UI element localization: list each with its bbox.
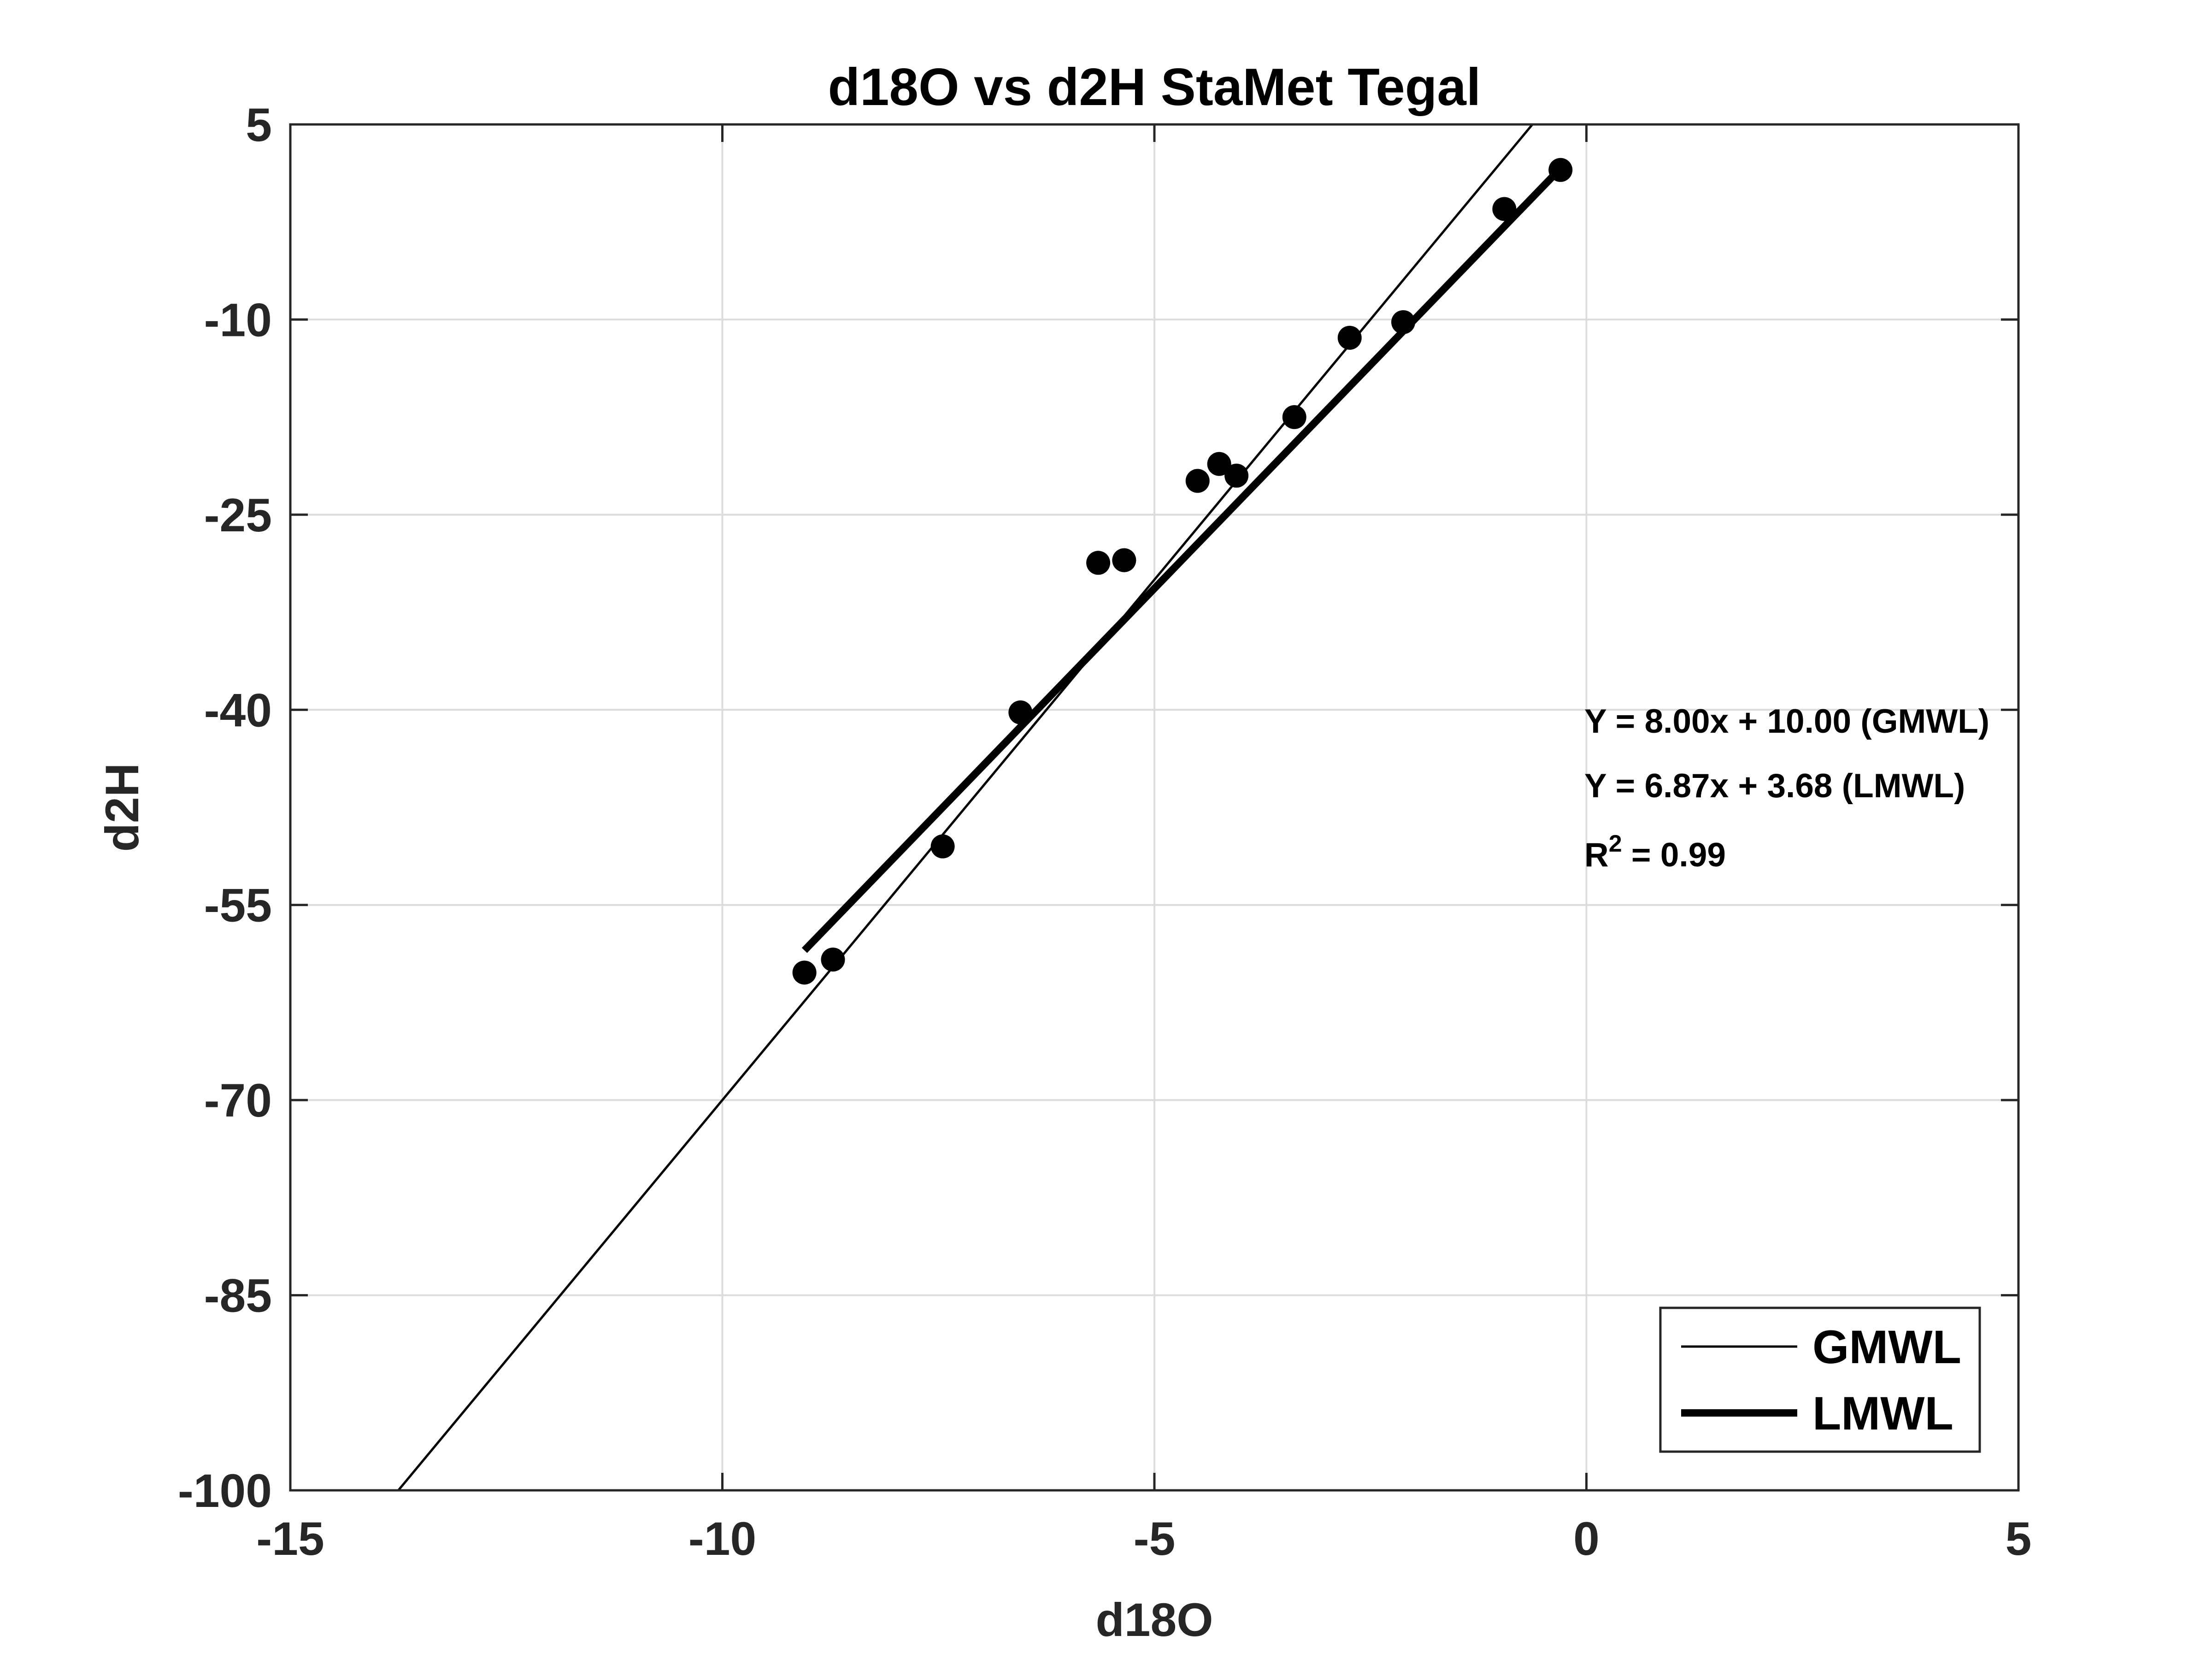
legend-lmwl-label: LMWL bbox=[1812, 1387, 1953, 1440]
annotation-gmwl-equation: Y = 8.00x + 10.00 (GMWL) bbox=[1584, 703, 1989, 740]
y-tick-label: -25 bbox=[204, 489, 272, 541]
x-axis-label: d18O bbox=[1095, 1594, 1213, 1646]
data-point bbox=[1282, 405, 1306, 429]
data-point bbox=[821, 947, 845, 972]
lmwl-line-layer bbox=[801, 165, 1564, 953]
r-squared-base: R bbox=[1584, 836, 1609, 874]
data-point bbox=[1224, 464, 1249, 488]
data-point bbox=[1112, 548, 1136, 572]
r-squared-value: = 0.99 bbox=[1622, 836, 1726, 874]
scatter-points bbox=[792, 158, 1573, 985]
y-tick-label: -100 bbox=[178, 1465, 272, 1517]
data-point bbox=[1337, 325, 1362, 350]
y-tick-label: -10 bbox=[204, 294, 272, 346]
data-point bbox=[1207, 452, 1231, 476]
y-tick-label: -85 bbox=[204, 1270, 272, 1322]
annotation-lmwl-equation: Y = 6.87x + 3.68 (LMWL) bbox=[1584, 767, 1965, 805]
data-point bbox=[1548, 158, 1573, 182]
x-tick-label: 5 bbox=[2006, 1512, 2032, 1565]
r-squared-superscript: 2 bbox=[1609, 830, 1622, 857]
legend-gmwl-label: GMWL bbox=[1812, 1321, 1961, 1373]
y-tick-label: -70 bbox=[204, 1074, 272, 1127]
data-point bbox=[1492, 197, 1517, 221]
data-point bbox=[1086, 551, 1111, 575]
y-tick-label: 5 bbox=[246, 99, 272, 151]
y-tick-label: -55 bbox=[204, 879, 272, 932]
y-axis-label: d2H bbox=[96, 763, 148, 852]
x-tick-label: -5 bbox=[1134, 1512, 1176, 1565]
x-tick-label: -10 bbox=[688, 1512, 756, 1565]
data-point bbox=[1008, 700, 1033, 724]
y-tick-label: -40 bbox=[204, 684, 272, 736]
legend: GMWL LMWL bbox=[1659, 1306, 1981, 1453]
gmwl-line-layer bbox=[397, 124, 1534, 1491]
lmwl-line bbox=[801, 165, 1564, 953]
data-point bbox=[1185, 469, 1210, 493]
annotation-r-squared: R2 = 0.99 bbox=[1584, 830, 1726, 874]
legend-box bbox=[1659, 1306, 1981, 1453]
chart-title: d18O vs d2H StaMet Tegal bbox=[828, 58, 1481, 117]
x-tick-label: -15 bbox=[256, 1512, 324, 1565]
axis-ticks: -15 -10 -5 0 5 -100 -85 -70 -55 -40 -25 -10 5 bbox=[178, 99, 2032, 1565]
data-point bbox=[930, 834, 955, 859]
gmwl-line bbox=[397, 124, 1534, 1491]
data-point bbox=[1391, 310, 1415, 335]
data-point bbox=[792, 960, 817, 985]
annotations: Y = 8.00x + 10.00 (GMWL) Y = 6.87x + 3.6… bbox=[1584, 703, 1989, 874]
x-tick-label: 0 bbox=[1573, 1512, 1600, 1565]
